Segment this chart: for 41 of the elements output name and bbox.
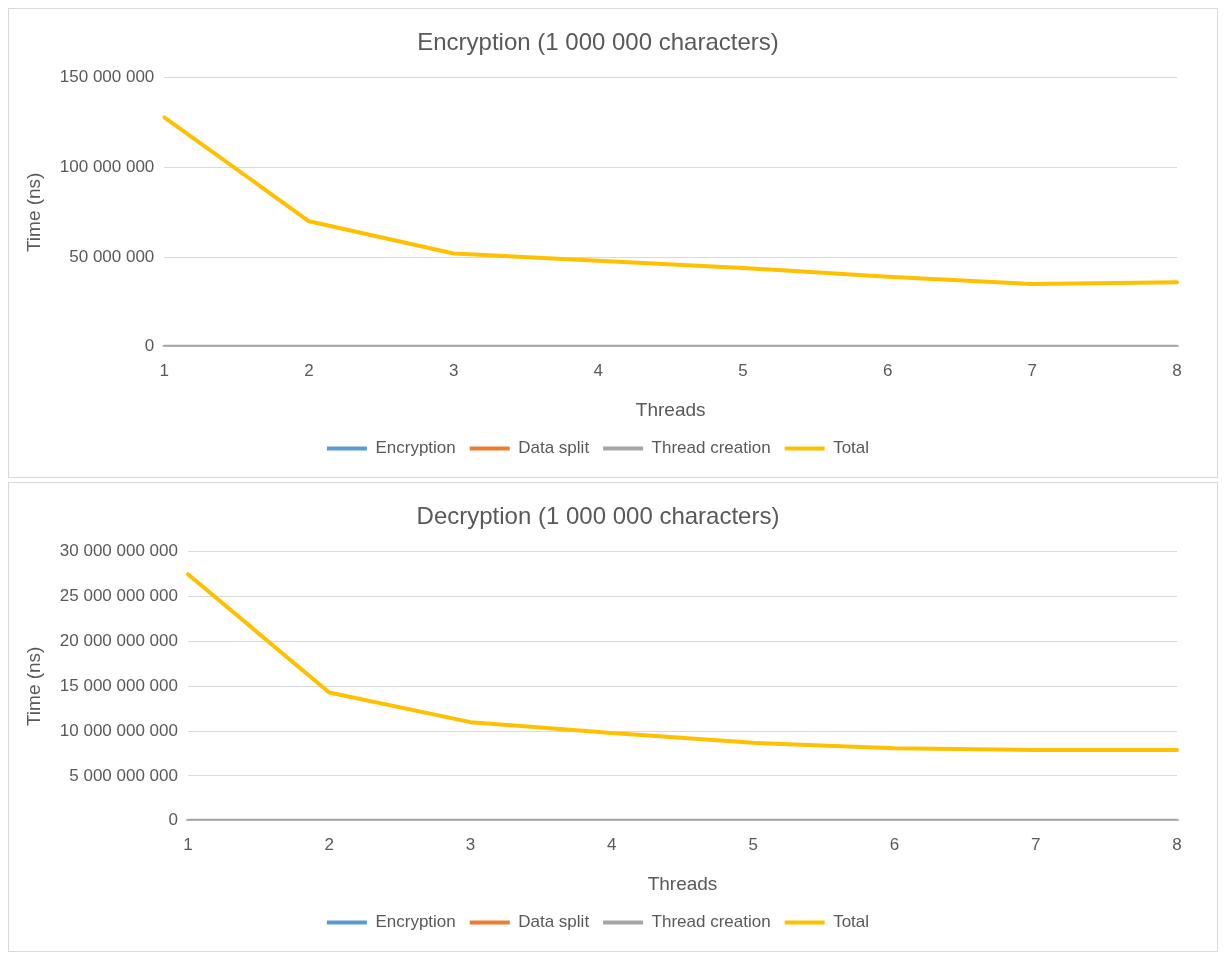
legend-label: Encryption [375,438,456,458]
chart-title: Decryption (1 000 000 characters) [416,502,780,530]
y-tick-label: 10 000 000 000 [59,720,178,740]
legend-label: Data split [518,912,590,932]
y-tick-label: 0 [144,336,155,356]
x-tick-label: 7 [1030,834,1041,854]
x-tick-label: 6 [882,360,893,380]
x-tick-label: 7 [1027,360,1038,380]
x-tick-label: 2 [324,834,334,854]
x-tick-label: 4 [593,360,604,380]
y-tick-label: 20 000 000 000 [59,631,178,651]
x-tick-label: 8 [1172,360,1182,380]
x-tick-label: 5 [738,360,748,380]
y-tick-label: 5 000 000 000 [69,765,178,785]
x-axis-title: Threads [635,398,706,420]
y-tick-label: 150 000 000 [59,67,155,87]
x-tick-label: 2 [304,360,314,380]
y-tick-label: 15 000 000 000 [59,675,178,695]
x-tick-label: 6 [889,834,900,854]
legend-label: Thread creation [651,438,771,458]
y-tick-label: 0 [168,810,178,830]
x-axis-title: Threads [647,872,718,894]
x-tick-label: 1 [159,360,170,380]
x-tick-label: 4 [607,834,617,854]
legend-label: Total [833,438,870,458]
x-tick-label: 1 [183,834,193,854]
y-tick-label: 30 000 000 000 [59,541,178,561]
x-tick-label: 5 [748,834,758,854]
x-tick-label: 8 [1172,834,1182,854]
x-tick-label: 3 [465,834,476,854]
y-axis-title: Time (ns) [22,646,44,727]
legend-label: Encryption [375,912,456,932]
legend-label: Total [833,912,870,932]
y-tick-label: 25 000 000 000 [59,586,178,606]
legend-label: Data split [518,438,590,458]
x-tick-label: 3 [448,360,459,380]
y-tick-label: 50 000 000 [69,246,155,266]
legend-label: Thread creation [651,912,771,932]
y-tick-label: 100 000 000 [59,157,155,177]
y-axis-title: Time (ns) [22,172,44,253]
chart-title: Encryption (1 000 000 characters) [417,28,779,56]
